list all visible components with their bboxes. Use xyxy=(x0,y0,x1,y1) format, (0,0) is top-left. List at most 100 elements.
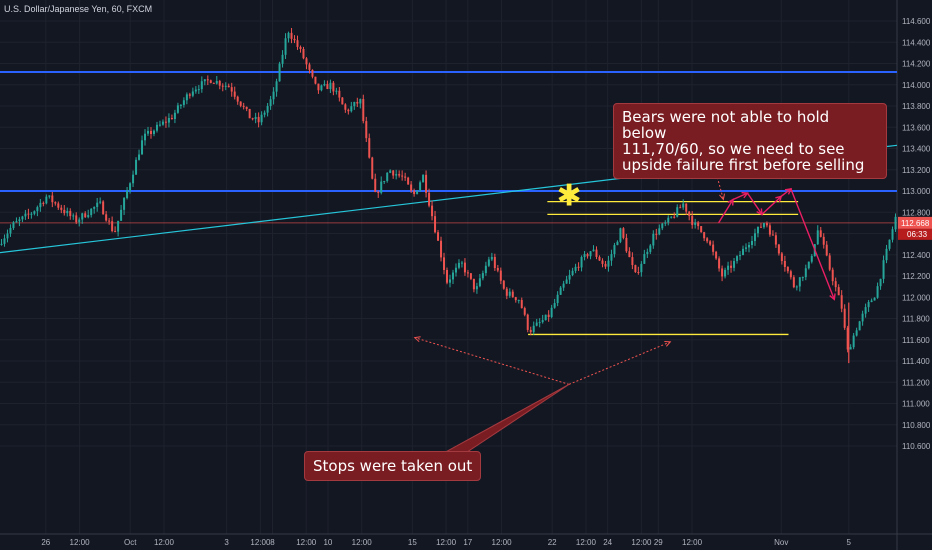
candle-body xyxy=(837,287,840,296)
candle-body xyxy=(771,234,774,236)
candle-body xyxy=(855,330,858,336)
candle-body xyxy=(215,80,218,84)
candle-body xyxy=(99,201,102,203)
candle-body xyxy=(730,265,733,268)
time-tick-label: 24 xyxy=(603,538,612,547)
candle-body xyxy=(111,221,114,232)
time-tick-label: Nov xyxy=(774,538,788,547)
time-tick-label: 12:00 xyxy=(492,538,513,547)
candle-body xyxy=(843,308,846,328)
candle-body xyxy=(123,198,126,210)
candle-body xyxy=(466,272,469,274)
candle-body xyxy=(849,347,852,350)
candle-body xyxy=(155,124,158,131)
candle-body xyxy=(742,248,745,256)
time-tick-label: 12:00 xyxy=(576,538,597,547)
candle-body xyxy=(290,32,293,39)
candle-body xyxy=(774,235,777,245)
candle-body xyxy=(601,260,604,264)
projection-arrowhead xyxy=(775,195,783,203)
candle-body xyxy=(221,85,224,87)
time-tick-label: 12:00 xyxy=(682,538,703,547)
candle-body xyxy=(780,253,783,261)
candle-body xyxy=(795,286,798,288)
candle-body xyxy=(135,159,138,175)
candle-body xyxy=(164,121,167,123)
candle-body xyxy=(212,82,215,84)
candle-body xyxy=(448,279,451,283)
candle-body xyxy=(571,270,574,276)
candle-body xyxy=(371,157,374,179)
candle-body xyxy=(365,121,368,139)
candle-body xyxy=(0,243,3,245)
candle-body xyxy=(685,203,688,212)
candle-body xyxy=(753,233,756,242)
candle-body xyxy=(673,216,676,218)
candle-body xyxy=(6,233,9,239)
candle-body xyxy=(437,232,440,241)
stops-annotation[interactable]: Stops were taken out xyxy=(304,451,482,481)
candle-body xyxy=(425,174,428,193)
bears-annotation-line-2: 111,70/60, so we need to see xyxy=(622,140,845,158)
candle-body xyxy=(762,223,765,228)
candle-body xyxy=(864,307,867,314)
candle-body xyxy=(185,94,188,101)
annotation-arrow[interactable] xyxy=(414,337,570,385)
candle-body xyxy=(242,105,245,107)
bears-annotation-line-3: upside failure first before selling xyxy=(622,156,865,174)
candle-body xyxy=(667,217,670,223)
candle-body xyxy=(679,207,682,209)
candle-body xyxy=(682,203,685,208)
candle-body xyxy=(257,116,260,123)
candle-body xyxy=(715,251,718,259)
candle-body xyxy=(69,210,72,217)
candle-body xyxy=(42,202,45,204)
candle-body xyxy=(407,177,410,185)
candle-body xyxy=(783,260,786,267)
candle-body xyxy=(876,286,879,298)
candle-body xyxy=(54,202,57,204)
price-tick-label: 112.800 xyxy=(902,208,931,217)
candle-body xyxy=(197,89,200,91)
candle-body xyxy=(469,273,472,279)
candle-body xyxy=(508,291,511,296)
candle-body xyxy=(203,79,206,82)
candle-body xyxy=(368,138,371,158)
candle-body xyxy=(147,130,150,134)
price-tick-label: 113.600 xyxy=(902,123,931,132)
price-tick-label: 111.600 xyxy=(902,336,930,345)
candle-body xyxy=(789,271,792,278)
stops-annotation-text: Stops were taken out xyxy=(313,457,473,475)
time-tick-label: 22 xyxy=(548,538,557,547)
candle-body xyxy=(610,254,613,261)
candle-body xyxy=(248,108,251,119)
candle-body xyxy=(894,216,897,230)
candle-body xyxy=(335,90,338,92)
candle-body xyxy=(96,202,99,208)
candle-body xyxy=(386,172,389,182)
candle-body xyxy=(721,268,724,277)
price-tick-label: 111.400 xyxy=(902,357,930,366)
candle-body xyxy=(529,329,532,333)
bears-annotation-line-1: Bears were not able to hold below xyxy=(622,108,830,142)
candle-body xyxy=(296,40,299,47)
candle-body xyxy=(413,190,416,195)
candle-body xyxy=(882,260,885,279)
candle-body xyxy=(613,245,616,255)
candle-body xyxy=(30,213,33,215)
time-tick-label: 8 xyxy=(270,538,275,547)
last-price-label: 112.668 xyxy=(901,219,930,228)
candle-body xyxy=(541,320,544,323)
bears-annotation[interactable]: Bears were not able to hold below 111,70… xyxy=(613,103,887,179)
candle-body xyxy=(709,241,712,245)
candle-body xyxy=(604,263,607,267)
candle-body xyxy=(511,291,514,298)
candle-body xyxy=(269,99,272,107)
candle-body xyxy=(293,38,296,41)
candle-body xyxy=(191,91,194,96)
star-marker[interactable]: ✱ xyxy=(556,178,581,213)
candle-body xyxy=(389,170,392,173)
candle-body xyxy=(428,192,431,206)
price-tick-label: 111.800 xyxy=(902,315,930,324)
candle-body xyxy=(434,216,437,233)
